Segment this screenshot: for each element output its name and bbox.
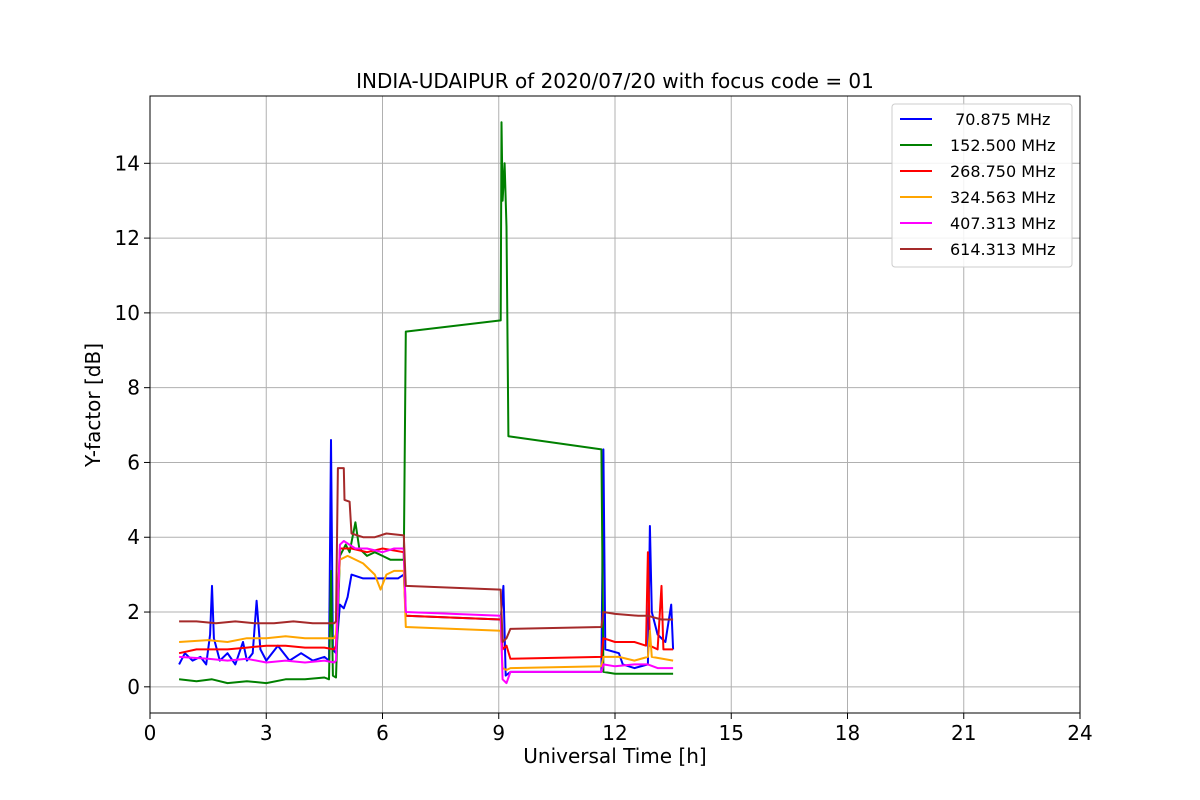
series-line-3: [179, 554, 674, 671]
x-tick-label: 24: [1067, 721, 1092, 745]
legend-label: 407.313 MHz: [950, 214, 1055, 233]
x-axis-label: Universal Time [h]: [523, 744, 706, 768]
legend-label: 152.500 MHz: [950, 136, 1055, 155]
y-tick-label: 8: [127, 376, 140, 400]
y-tick-label: 2: [127, 600, 140, 624]
y-tick-label: 10: [115, 301, 140, 325]
legend-label: 70.875 MHz: [950, 110, 1050, 129]
y-tick-label: 4: [127, 525, 140, 549]
chart-title: INDIA-UDAIPUR of 2020/07/20 with focus c…: [356, 69, 874, 93]
x-tick-label: 18: [835, 721, 860, 745]
y-tick-label: 6: [127, 450, 140, 474]
x-tick-label: 3: [260, 721, 273, 745]
series-line-4: [179, 540, 674, 685]
x-axis-ticks: 0 3 6 9 12 15 18 21 24: [144, 713, 1093, 745]
x-tick-label: 6: [376, 721, 389, 745]
legend: 70.875 MHz 152.500 MHz 268.750 MHz 324.563 …: [891, 103, 1073, 268]
legend-label: 324.563 MHz: [950, 188, 1055, 207]
x-tick-label: 9: [492, 721, 505, 745]
legend-label: 614.313 MHz: [950, 240, 1055, 259]
y-tick-label: 12: [115, 226, 140, 250]
series-lines: [178, 121, 675, 685]
legend-label: 268.750 MHz: [950, 162, 1055, 181]
y-tick-label: 14: [115, 151, 140, 175]
y-axis-ticks: 0 2 4 6 8 10 12 14: [115, 151, 150, 699]
x-tick-label: 0: [144, 721, 157, 745]
y-tick-label: 0: [127, 675, 140, 699]
legend-box: [891, 103, 1073, 268]
x-tick-label: 12: [602, 721, 627, 745]
x-tick-label: 21: [951, 721, 976, 745]
y-axis-label: Y-factor [dB]: [81, 343, 105, 468]
series-line-5: [179, 467, 674, 643]
x-tick-label: 15: [719, 721, 744, 745]
